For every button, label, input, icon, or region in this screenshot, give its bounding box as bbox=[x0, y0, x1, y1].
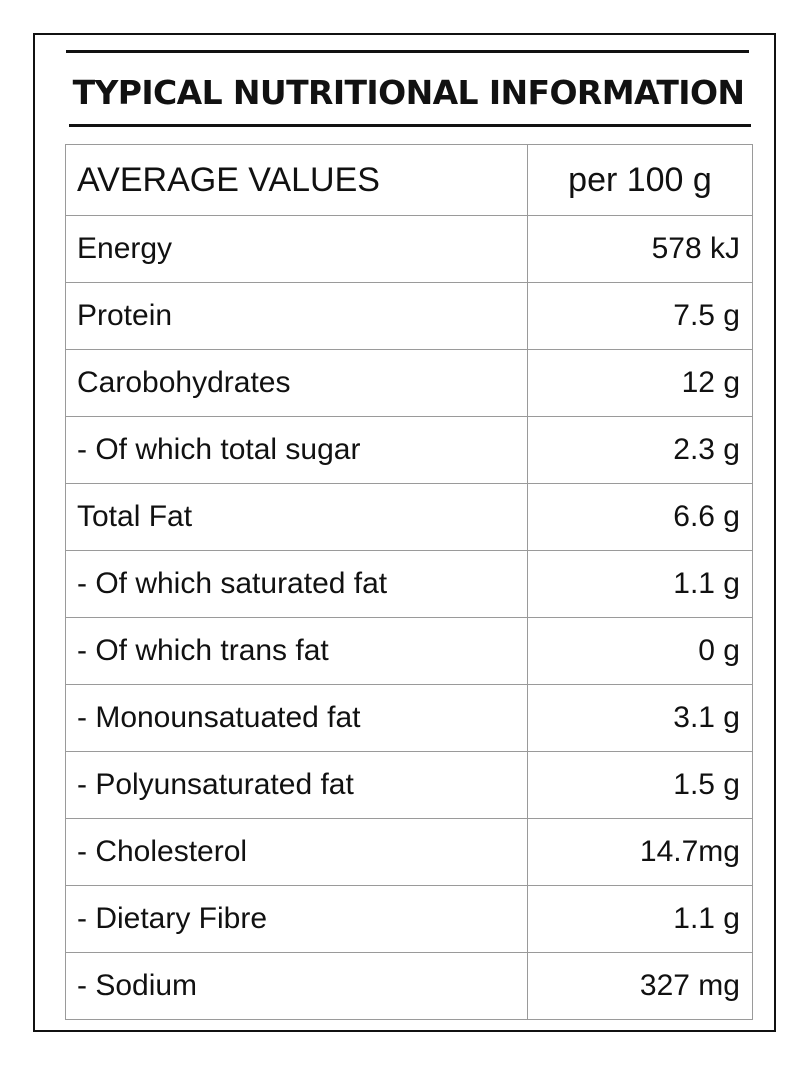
table-row-total-fat: Total Fat 6.6 g bbox=[65, 483, 753, 551]
nutrient-name: - Sodium bbox=[65, 952, 528, 1020]
title-top-rule bbox=[66, 50, 749, 53]
nutrient-name: - Monounsatuated fat bbox=[65, 684, 528, 752]
table-row-energy: Energy 578 kJ bbox=[65, 215, 753, 283]
nutrient-name: Energy bbox=[65, 215, 528, 283]
table-row-total-sugar: - Of which total sugar 2.3 g bbox=[65, 416, 753, 484]
nutrition-title: TYPICAL NUTRITIONAL INFORMATION bbox=[72, 73, 745, 112]
nutrient-value: 1.5 g bbox=[527, 751, 753, 819]
table-row-sodium: - Sodium 327 mg bbox=[65, 952, 753, 1020]
nutrient-value: 578 kJ bbox=[527, 215, 753, 283]
nutrient-value: 12 g bbox=[527, 349, 753, 417]
table-row-protein: Protein 7.5 g bbox=[65, 282, 753, 350]
nutrition-label-frame bbox=[33, 33, 776, 1032]
nutrient-value: 3.1 g bbox=[527, 684, 753, 752]
nutrient-name: - Cholesterol bbox=[65, 818, 528, 886]
nutrient-name: - Of which trans fat bbox=[65, 617, 528, 685]
nutrient-value: 1.1 g bbox=[527, 550, 753, 618]
nutrition-table: AVERAGE VALUES per 100 g Energy 578 kJ P… bbox=[65, 144, 753, 1020]
nutrient-value: 6.6 g bbox=[527, 483, 753, 551]
table-row-polyunsaturated-fat: - Polyunsaturated fat 1.5 g bbox=[65, 751, 753, 819]
nutrient-name: - Of which saturated fat bbox=[65, 550, 528, 618]
nutrient-name: - Polyunsaturated fat bbox=[65, 751, 528, 819]
table-header-row: AVERAGE VALUES per 100 g bbox=[65, 144, 753, 216]
nutrient-name: - Of which total sugar bbox=[65, 416, 528, 484]
nutrient-name: Carobohydrates bbox=[65, 349, 528, 417]
nutrient-value: 2.3 g bbox=[527, 416, 753, 484]
nutrient-value: 14.7mg bbox=[527, 818, 753, 886]
nutrient-name: - Dietary Fibre bbox=[65, 885, 528, 953]
nutrient-value: 0 g bbox=[527, 617, 753, 685]
header-per-100g: per 100 g bbox=[527, 144, 753, 216]
nutrient-value: 1.1 g bbox=[527, 885, 753, 953]
header-average-values: AVERAGE VALUES bbox=[65, 144, 528, 216]
table-row-monounsaturated-fat: - Monounsatuated fat 3.1 g bbox=[65, 684, 753, 752]
nutrient-name: Total Fat bbox=[65, 483, 528, 551]
table-row-saturated-fat: - Of which saturated fat 1.1 g bbox=[65, 550, 753, 618]
title-bottom-rule bbox=[69, 124, 751, 127]
nutrient-value: 7.5 g bbox=[527, 282, 753, 350]
table-row-dietary-fibre: - Dietary Fibre 1.1 g bbox=[65, 885, 753, 953]
table-row-cholesterol: - Cholesterol 14.7mg bbox=[65, 818, 753, 886]
nutrient-name: Protein bbox=[65, 282, 528, 350]
nutrient-value: 327 mg bbox=[527, 952, 753, 1020]
table-row-trans-fat: - Of which trans fat 0 g bbox=[65, 617, 753, 685]
table-row-carbohydrates: Carobohydrates 12 g bbox=[65, 349, 753, 417]
